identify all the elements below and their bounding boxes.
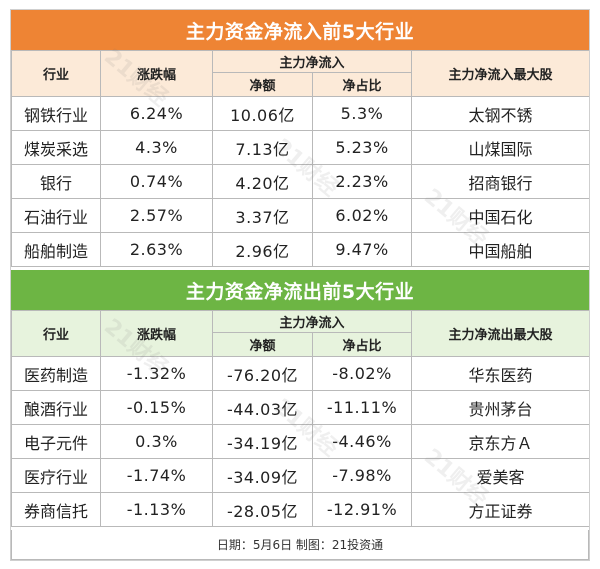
inflow-title: 主力资金净流入前5大行业: [11, 10, 589, 50]
col-header-top-stock: 主力净流出最大股: [411, 310, 591, 357]
cell-ratio: -12.91%: [311, 492, 413, 527]
cell-amount: -28.05亿: [212, 492, 313, 527]
cell-industry: 船舶制造: [11, 232, 101, 267]
cell-top-stock: 招商银行: [411, 164, 591, 199]
cell-change: 0.3%: [100, 424, 213, 459]
col-header-amount: 净额: [212, 72, 313, 97]
cell-ratio: 2.23%: [311, 164, 413, 199]
col-header-change: 涨跌幅: [100, 50, 213, 97]
table-row: 银行 0.74% 4.20亿 2.23% 招商银行: [11, 164, 591, 199]
cell-change: -1.74%: [100, 458, 213, 493]
col-header-amount: 净额: [212, 332, 313, 357]
cell-amount: 10.06亿: [212, 96, 313, 131]
col-header-change: 涨跌幅: [100, 310, 213, 357]
cell-industry: 电子元件: [11, 424, 101, 459]
col-header-top-stock: 主力净流入最大股: [411, 50, 591, 97]
cell-ratio: 6.02%: [311, 198, 413, 233]
cell-industry: 酿酒行业: [11, 390, 101, 425]
cell-amount: -34.19亿: [212, 424, 313, 459]
cell-industry: 石油行业: [11, 198, 101, 233]
col-header-ratio: 净占比: [311, 332, 413, 357]
cell-top-stock: 华东医药: [411, 356, 591, 391]
cell-amount: 3.37亿: [212, 198, 313, 233]
cell-top-stock: 太钢不锈: [411, 96, 591, 131]
table-row: 钢铁行业 6.24% 10.06亿 5.3% 太钢不锈: [11, 96, 591, 131]
cell-ratio: -11.11%: [311, 390, 413, 425]
cell-top-stock: 贵州茅台: [411, 390, 591, 425]
table-row: 券商信托 -1.13% -28.05亿 -12.91% 方正证券: [11, 492, 591, 527]
cell-industry: 银行: [11, 164, 101, 199]
outflow-table: 行业 涨跌幅 主力净流入 主力净流出最大股 净额 净占比 医药制造 -1.32% -…: [11, 310, 591, 527]
table-row: 电子元件 0.3% -34.19亿 -4.46% 京东方Ａ: [11, 424, 591, 459]
cell-change: 2.63%: [100, 232, 213, 267]
table-row: 医疗行业 -1.74% -34.09亿 -7.98% 爱美客: [11, 458, 591, 493]
cell-ratio: -7.98%: [311, 458, 413, 493]
inflow-rows: 钢铁行业 6.24% 10.06亿 5.3% 太钢不锈 煤炭采选 4.3% 7.13亿 5.23…: [11, 96, 591, 267]
outflow-rows: 医药制造 -1.32% -76.20亿 -8.02% 华东医药 酿酒行业 -0.15% -44…: [11, 356, 591, 527]
table-row: 医药制造 -1.32% -76.20亿 -8.02% 华东医药: [11, 356, 591, 391]
cell-industry: 券商信托: [11, 492, 101, 527]
cell-ratio: -8.02%: [311, 356, 413, 391]
table-row: 船舶制造 2.63% 2.96亿 9.47% 中国船舶: [11, 232, 591, 267]
cell-industry: 医药制造: [11, 356, 101, 391]
cell-change: -1.13%: [100, 492, 213, 527]
cell-ratio: -4.46%: [311, 424, 413, 459]
cell-amount: -44.03亿: [212, 390, 313, 425]
cell-amount: -34.09亿: [212, 458, 313, 493]
inflow-table: 行业 涨跌幅 主力净流入 主力净流入最大股 净额 净占比 钢铁行业 6.24% 10…: [11, 50, 591, 267]
col-header-industry: 行业: [11, 310, 101, 357]
cell-industry: 医疗行业: [11, 458, 101, 493]
cell-top-stock: 中国石化: [411, 198, 591, 233]
cell-industry: 钢铁行业: [11, 96, 101, 131]
cell-amount: 4.20亿: [212, 164, 313, 199]
cell-change: 0.74%: [100, 164, 213, 199]
cell-amount: -76.20亿: [212, 356, 313, 391]
cell-change: -0.15%: [100, 390, 213, 425]
table-row: 石油行业 2.57% 3.37亿 6.02% 中国石化: [11, 198, 591, 233]
cell-ratio: 5.3%: [311, 96, 413, 131]
cell-top-stock: 山煤国际: [411, 130, 591, 165]
cell-industry: 煤炭采选: [11, 130, 101, 165]
cell-ratio: 5.23%: [311, 130, 413, 165]
cell-change: 2.57%: [100, 198, 213, 233]
cell-top-stock: 中国船舶: [411, 232, 591, 267]
cell-amount: 2.96亿: [212, 232, 313, 267]
outflow-title: 主力资金净流出前5大行业: [11, 270, 589, 310]
table-row: 酿酒行业 -0.15% -44.03亿 -11.11% 贵州茅台: [11, 390, 591, 425]
col-header-group: 主力净流入: [211, 310, 413, 333]
col-header-group: 主力净流入: [211, 50, 413, 73]
cell-change: -1.32%: [100, 356, 213, 391]
cell-change: 6.24%: [100, 96, 213, 131]
cell-ratio: 9.47%: [311, 232, 413, 267]
table-row: 煤炭采选 4.3% 7.13亿 5.23% 山煤国际: [11, 130, 591, 165]
cell-top-stock: 京东方Ａ: [411, 424, 591, 459]
cell-top-stock: 方正证券: [411, 492, 591, 527]
cell-change: 4.3%: [100, 130, 213, 165]
col-header-ratio: 净占比: [311, 72, 413, 97]
cell-amount: 7.13亿: [212, 130, 313, 165]
cell-top-stock: 爱美客: [411, 458, 591, 493]
footer-credit: 日期：5月6日 制图：21投资通: [11, 530, 589, 560]
col-header-industry: 行业: [11, 50, 101, 97]
